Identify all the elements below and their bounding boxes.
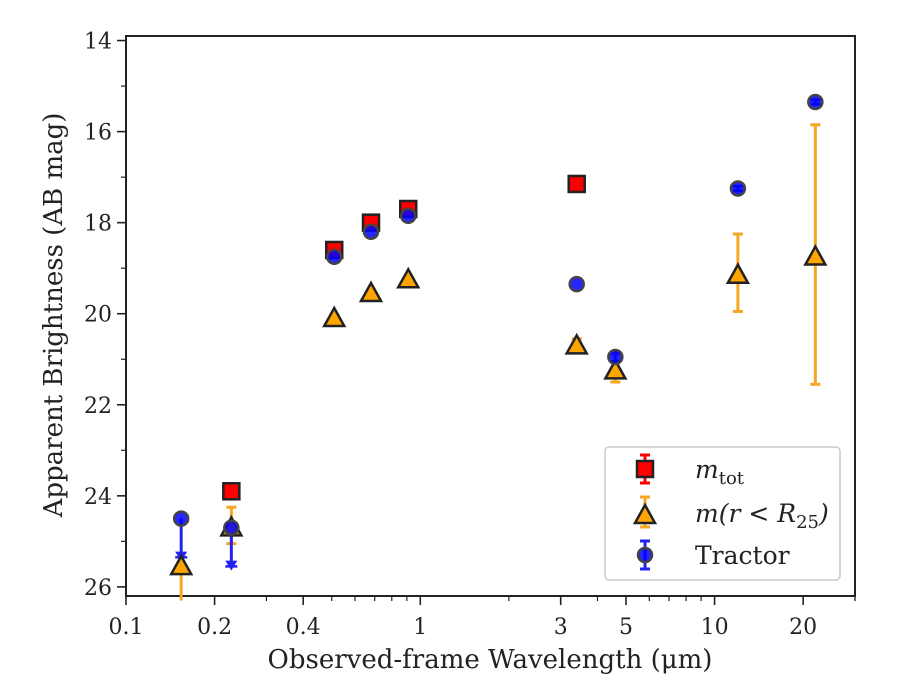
m-r25-point xyxy=(322,305,347,328)
x-tick-label: 0.1 xyxy=(109,615,144,640)
y-axis-label: Apparent Brightness (AB mag) xyxy=(39,113,69,519)
x-tick-label: 20 xyxy=(789,615,817,640)
m-r25-point xyxy=(564,332,589,355)
y-tick-label: 16 xyxy=(84,121,112,146)
y-tick-label: 20 xyxy=(84,303,112,328)
plot-frame xyxy=(125,35,856,597)
m-r25-point xyxy=(396,266,421,289)
y-axis-ticks: 14 16 18 20 22 24 26 xyxy=(84,30,126,601)
m-r25-point xyxy=(803,243,828,266)
tractor-point xyxy=(172,510,190,527)
tractor-point xyxy=(325,248,343,266)
x-tick-label: 3 xyxy=(554,615,568,640)
x-tick-label: 1 xyxy=(413,615,427,640)
m-r25-point xyxy=(358,280,384,303)
tractor-point xyxy=(807,93,824,111)
x-tick-label: 5 xyxy=(619,615,633,640)
tractor-point xyxy=(399,207,417,225)
y-tick-label: 14 xyxy=(84,30,112,55)
y-tick-label: 22 xyxy=(84,394,112,419)
m-r25-point xyxy=(725,262,751,284)
data-markers xyxy=(169,93,828,576)
x-tick-label: 0.2 xyxy=(197,615,232,640)
m-tot-point xyxy=(222,482,241,501)
x-axis-ticks: 0.1 0.2 0.4 1 3 5 10 20 xyxy=(109,596,856,640)
m-r25-point xyxy=(169,553,194,576)
x-tick-label: 0.4 xyxy=(286,615,321,640)
plot-area xyxy=(125,35,856,597)
legend-label-tractor: Tractor xyxy=(695,541,790,570)
tractor-point xyxy=(568,275,585,293)
y-tick-label: 26 xyxy=(84,576,112,601)
tractor-point xyxy=(729,180,747,197)
tractor-point xyxy=(362,223,380,241)
legend-m-tot-marker xyxy=(635,459,655,479)
x-tick-label: 10 xyxy=(701,615,729,640)
legend-m-r25-marker xyxy=(632,502,658,525)
legend-label-m-r25: m(r < R25) xyxy=(695,499,829,533)
y-tick-label: 24 xyxy=(84,485,112,510)
legend-tractor-marker xyxy=(636,546,654,564)
tractor-point xyxy=(223,519,240,536)
y-tick-label: 18 xyxy=(84,212,112,237)
tractor-point xyxy=(607,348,624,366)
m-tot-point xyxy=(567,174,586,194)
legend-box xyxy=(604,446,841,581)
m-r25-point xyxy=(603,357,628,380)
x-axis-label: Observed-frame Wavelength (μm) xyxy=(268,645,713,675)
upper-limit-arrow xyxy=(225,560,238,571)
